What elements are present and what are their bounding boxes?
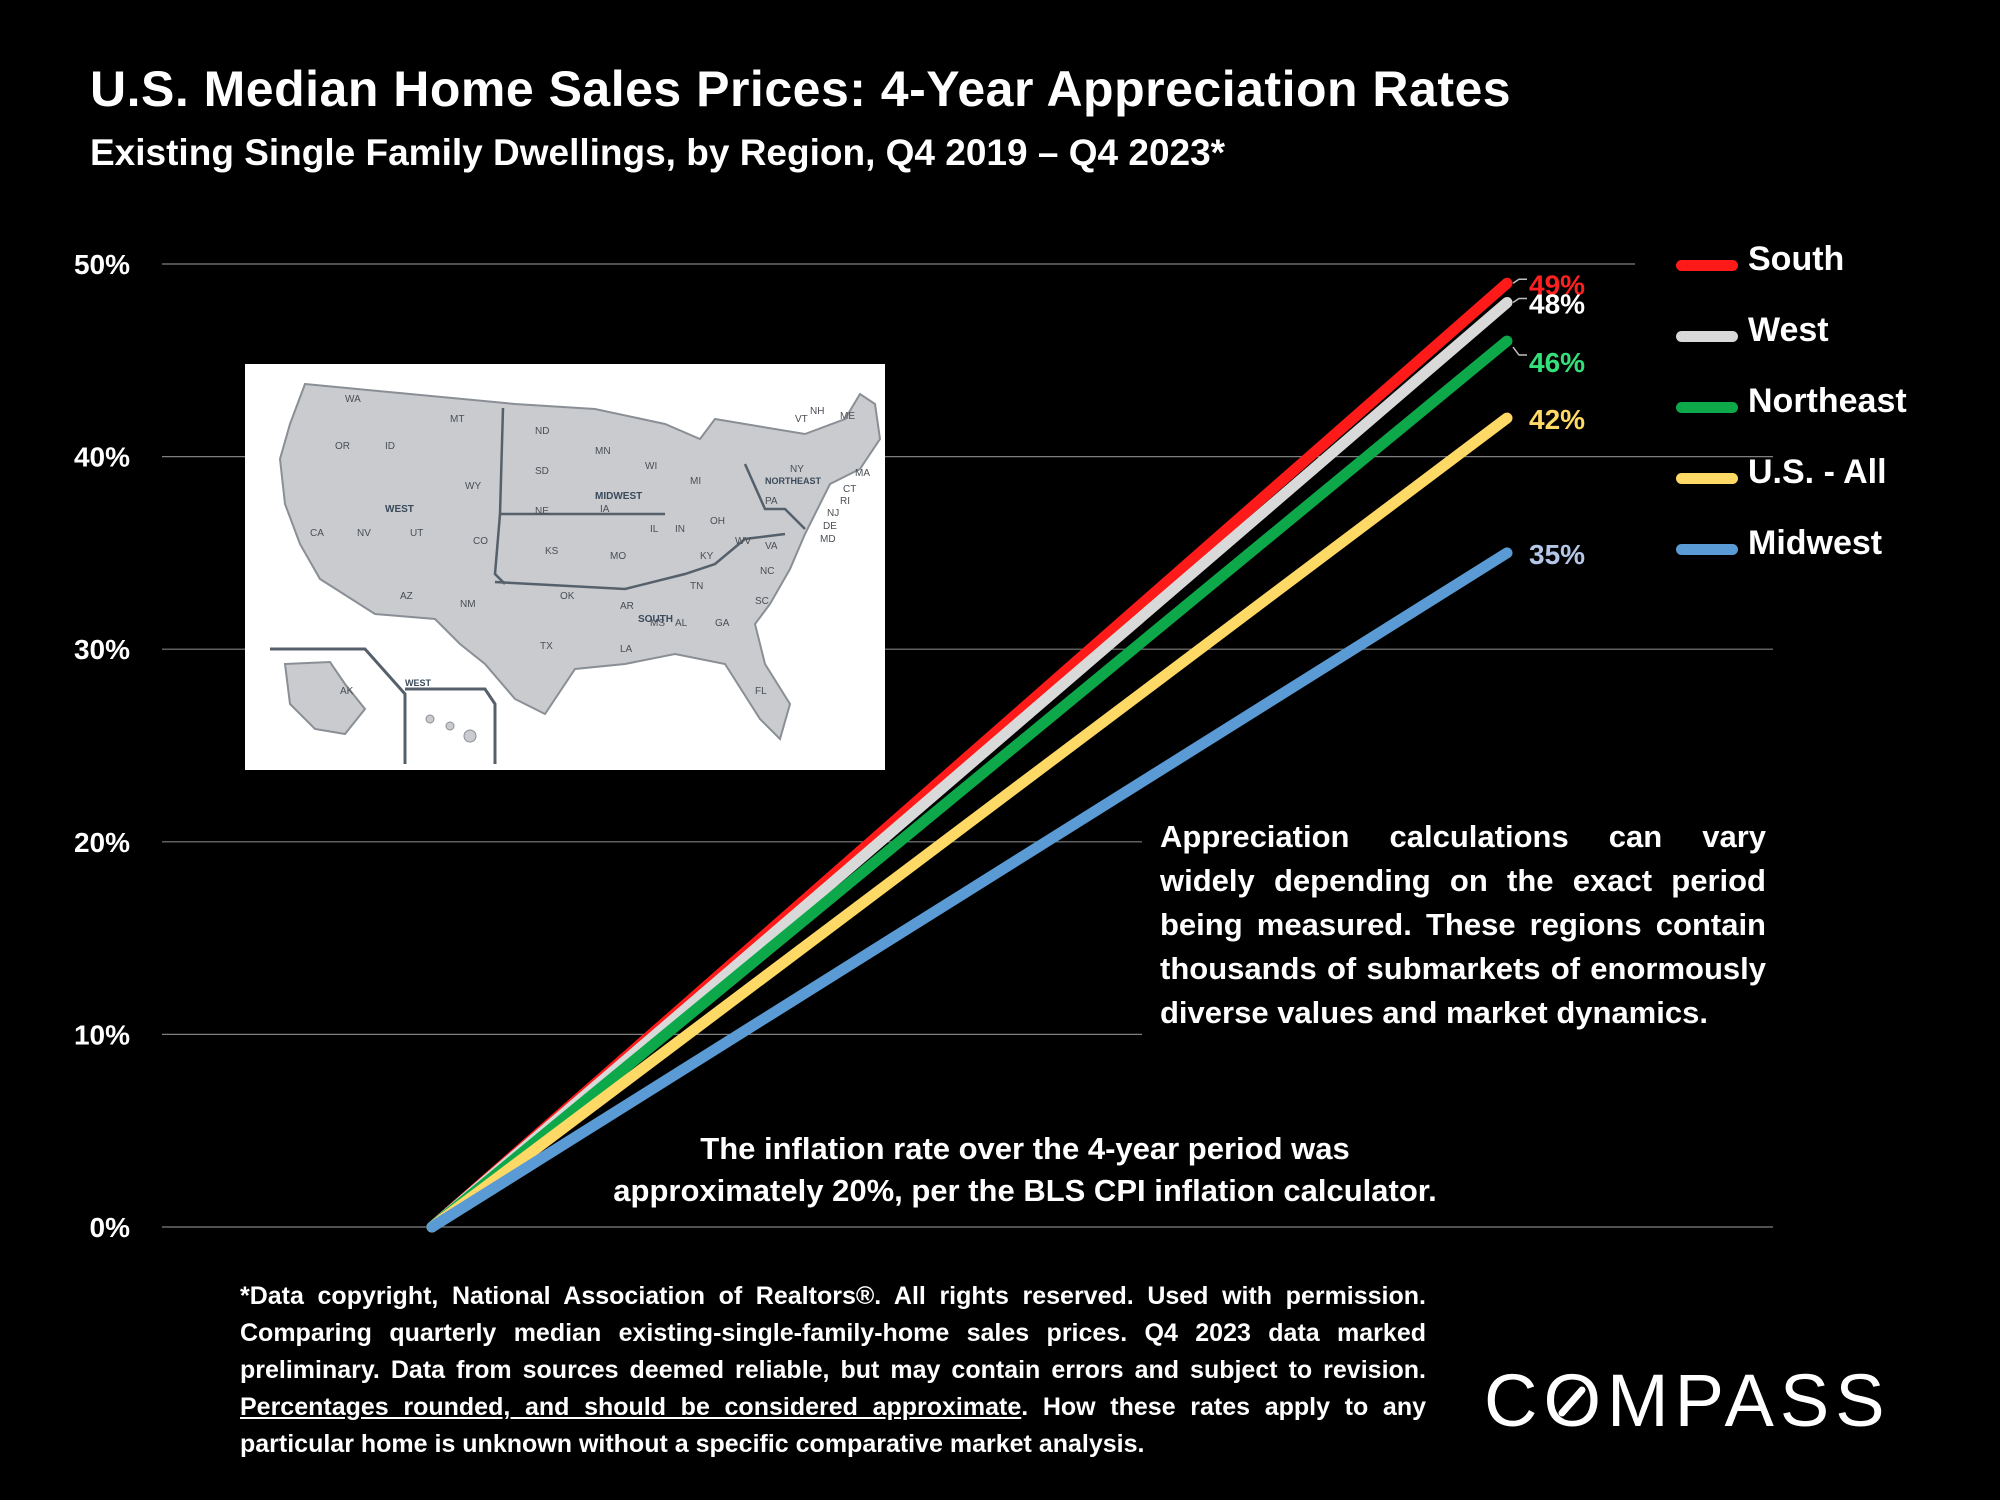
leader-line-west [1512,297,1527,304]
legend-label-midwest: Midwest [1748,524,1883,562]
series-line-u-s-all [426,412,1513,1233]
map-region-northeast: NORTHEAST [765,476,822,486]
end-label-northeast: 46% [1529,347,1585,378]
legend-swatch-west [1676,331,1738,342]
map-state-md: MD [820,534,836,545]
legend-label-northeast: Northeast [1748,382,1907,420]
y-tick-label: 10% [74,1019,130,1050]
map-state-tn: TN [690,581,703,592]
end-label-west: 48% [1529,289,1585,320]
map-state-ca: CA [310,528,324,539]
legend-swatch-midwest [1676,544,1738,555]
footnote-underlined: Percentages rounded, and should be consi… [240,1393,1022,1421]
map-state-de: DE [823,521,837,532]
map-state-pa: PA [765,496,778,507]
map-state-ms: MS [650,618,665,629]
map-state-nd: ND [535,426,549,437]
footnote-part-1: *Data copyright, National Association of… [240,1282,1426,1384]
map-state-nc: NC [760,566,774,577]
series-line-northeast [426,335,1513,1233]
map-state-al: AL [675,618,688,629]
leader-line-northeast [1512,346,1527,356]
appreciation-note: Appreciation calculations can vary widel… [1160,819,1766,1030]
map-state-oh: OH [710,516,725,527]
end-label-midwest: 35% [1529,539,1585,570]
footnote: *Data copyright, National Association of… [240,1278,1426,1463]
map-state-ok: OK [560,591,575,602]
leader-line-south [1512,278,1527,284]
y-tick-label: 0% [90,1212,131,1243]
legend-swatch-u-s-all [1676,473,1738,484]
map-state-ia: IA [600,504,610,515]
chart-title: U.S. Median Home Sales Prices: 4-Year Ap… [90,61,1512,117]
map-state-me: ME [840,411,855,422]
inflation-note: The inflation rate over the 4-year perio… [400,1128,1650,1212]
map-state-ga: GA [715,618,730,629]
y-tick-label: 40% [74,442,130,473]
map-state-mo: MO [610,551,626,562]
map-state-wy: WY [465,481,481,492]
chart-subtitle: Existing Single Family Dwellings, by Reg… [90,132,1226,173]
map-state-ma: MA [855,468,870,479]
map-state-ar: AR [620,601,634,612]
map-state-nm: NM [460,599,476,610]
map-state-ak: AK [340,686,354,697]
y-axis-ticks: 0% 10% 20% 30% 40% 50% [74,249,130,1243]
map-state-ky: KY [700,551,714,562]
end-label-u-s-all: 42% [1529,404,1585,435]
legend-swatch-northeast [1676,402,1738,413]
compass-logo: COMPASS [1484,1359,1891,1438]
series-line-midwest [426,547,1513,1233]
map-region-south: SOUTH [638,614,673,625]
map-region-midwest: MIDWEST [595,491,642,502]
us-regions-map: WA OR ID MT WY CA NV UT CO AZ NM ND SD NE KS MN IA MO WI IL… [245,364,885,770]
map-state-mi: MI [690,476,701,487]
map-state-nv: NV [357,528,371,539]
map-state-wi: WI [645,461,657,472]
map-state-ny: NY [790,464,804,475]
map-state-ks: KS [545,546,559,557]
map-state-va: VA [765,541,778,552]
map-region-west: WEST [385,504,414,515]
map-state-mt: MT [450,414,464,425]
legend-label-south: South [1748,240,1845,278]
map-state-wa: WA [345,394,361,405]
map-state-la: LA [620,644,633,655]
map-state-sd: SD [535,466,549,477]
legend-swatch-south [1676,260,1738,271]
map-state-ri: RI [840,496,850,507]
map-state-ne: NE [535,506,549,517]
map-state-il: IL [650,524,659,535]
map-state-vt: VT [795,414,808,425]
map-state-nh: NH [810,406,824,417]
compass-logo-text: COMPASS [1484,1359,1891,1438]
map-state-ut: UT [410,528,423,539]
legend-label-u-s-all: U.S. - All [1748,453,1887,491]
y-tick-label: 30% [74,634,130,665]
map-state-wv: WV [735,536,751,547]
map-state-fl: FL [755,686,767,697]
inflation-line-2: approximately 20%, per the BLS CPI infla… [613,1173,1437,1208]
map-state-mn: MN [595,446,611,457]
map-state-id: ID [385,441,395,452]
map-state-or: OR [335,441,350,452]
chart-series [426,277,1513,1233]
map-state-sc: SC [755,596,769,607]
map-state-tx: TX [540,641,553,652]
y-tick-label: 20% [74,827,130,858]
end-label-south: 49% [1529,269,1585,300]
map-graphic: WA OR ID MT WY CA NV UT CO AZ NM ND SD NE KS MN IA MO WI IL… [270,382,882,764]
map-state-in: IN [675,524,685,535]
map-state-az: AZ [400,591,413,602]
map-state-nj: NJ [827,508,839,519]
inflation-line-1: The inflation rate over the 4-year perio… [700,1131,1350,1166]
legend-label-west: West [1748,311,1829,349]
y-tick-label: 50% [74,249,130,280]
footnote-part-2: . How these rates apply to any particula… [240,1393,1427,1458]
end-labels: 49%48% 46% 42% 35% [1512,269,1585,570]
map-state-ct: CT [843,484,856,495]
map-inset-west: WEST [405,678,432,688]
map-state-co: CO [473,536,488,547]
